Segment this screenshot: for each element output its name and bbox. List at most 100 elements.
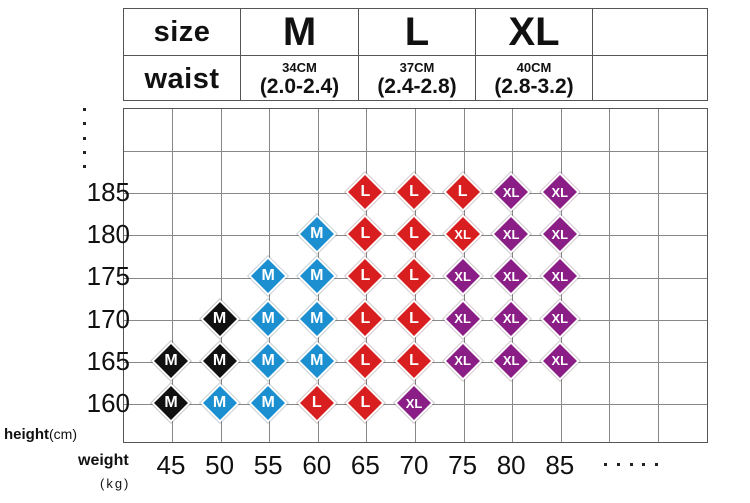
size-table: size waist M L XL 34CM (2.0-2.4) 37CM (2…: [123, 8, 708, 101]
size-marker-label: L: [360, 394, 371, 411]
size-marker-l: L: [344, 297, 387, 340]
size-marker-l: L: [295, 381, 339, 425]
size-marker-label: M: [261, 309, 275, 327]
size-marker-label: M: [310, 267, 324, 285]
waist-m-range: (2.0-2.4): [259, 75, 340, 98]
grid-hline: [124, 151, 707, 152]
size-marker-label: M: [261, 267, 275, 285]
size-marker-label: L: [360, 183, 371, 200]
size-marker-label: L: [457, 183, 468, 200]
height-continuation-dots: [80, 108, 88, 168]
weight-tick-label: 45: [156, 450, 186, 480]
grid-vline: [658, 109, 659, 442]
size-marker-xl: XL: [392, 381, 436, 425]
weight-tick-label: 80: [496, 450, 526, 480]
waist-row-label: waist: [144, 62, 220, 95]
waist-l-cell: 37CM (2.4-2.8): [359, 56, 475, 102]
waist-xl-cm: 40CM: [516, 60, 552, 75]
size-marker-label: L: [409, 351, 419, 369]
weight-tick-label: 55: [253, 450, 283, 480]
weight-tick-label: 65: [350, 450, 380, 480]
height-tick-label: 175: [86, 261, 130, 292]
size-marker-label: L: [409, 183, 419, 200]
size-xl-header: XL: [508, 9, 560, 54]
size-marker-xl: XL: [489, 255, 533, 298]
size-marker-l: L: [344, 381, 387, 425]
size-marker-label: L: [360, 309, 371, 327]
size-marker-m: M: [246, 255, 290, 298]
size-marker-xl: XL: [538, 170, 582, 214]
table-col-divider: [592, 9, 593, 100]
size-marker-xl: XL: [489, 212, 533, 256]
size-marker-label: XL: [551, 184, 569, 200]
size-marker-xl: XL: [441, 339, 484, 383]
size-marker-xl: XL: [441, 297, 484, 340]
size-marker-label: XL: [502, 184, 520, 200]
size-marker-l: L: [392, 212, 436, 256]
size-marker-m: M: [246, 297, 290, 340]
size-marker-xl: XL: [538, 255, 582, 298]
height-axis-label: height: [4, 426, 49, 443]
size-marker-label: L: [409, 225, 419, 243]
size-marker-label: XL: [502, 226, 520, 242]
size-marker-label: L: [360, 267, 371, 285]
size-marker-m: M: [149, 339, 193, 383]
height-axis-title: height(cm): [4, 426, 77, 443]
size-marker-xl: XL: [538, 297, 582, 340]
height-tick-label: 160: [86, 388, 130, 418]
grid-vline: [220, 109, 222, 442]
size-marker-m: M: [295, 255, 339, 298]
size-marker-label: XL: [454, 353, 471, 369]
size-marker-label: M: [310, 351, 324, 369]
height-tick-label: 185: [86, 177, 130, 207]
size-marker-l: L: [344, 170, 387, 214]
size-marker-xl: XL: [441, 255, 484, 298]
table-col-divider: [240, 9, 241, 100]
size-marker-label: XL: [454, 311, 471, 327]
size-marker-l: L: [441, 170, 484, 214]
size-marker-m: M: [246, 339, 290, 383]
size-marker-label: L: [360, 351, 371, 369]
size-marker-label: M: [261, 351, 275, 369]
size-marker-label: XL: [502, 311, 520, 327]
size-marker-label: L: [409, 267, 419, 285]
table-row-divider: [124, 55, 707, 56]
size-marker-m: M: [198, 339, 241, 383]
waist-xl-range: (2.8-3.2): [494, 75, 574, 98]
size-marker-label: XL: [405, 395, 423, 411]
size-marker-label: L: [409, 309, 419, 327]
size-marker-m: M: [198, 381, 241, 425]
size-marker-m: M: [198, 297, 241, 340]
size-marker-label: XL: [502, 268, 520, 284]
weight-continuation-dots: [604, 463, 658, 467]
size-marker-xl: XL: [538, 212, 582, 256]
size-marker-l: L: [392, 170, 436, 214]
weight-axis-label: weight: [78, 452, 129, 469]
table-col-divider: [358, 9, 359, 100]
size-marker-l: L: [344, 212, 387, 256]
weight-tick-label: 85: [545, 450, 575, 480]
size-l-header: L: [404, 9, 430, 54]
size-marker-l: L: [392, 297, 436, 340]
size-marker-label: XL: [551, 311, 569, 327]
size-marker-label: M: [310, 225, 324, 243]
size-marker-xl: XL: [489, 170, 533, 214]
height-axis-unit: (cm): [49, 426, 77, 442]
size-marker-label: M: [310, 309, 324, 327]
size-marker-label: L: [311, 394, 322, 411]
size-marker-m: M: [149, 381, 193, 425]
size-marker-m: M: [295, 212, 339, 256]
height-tick-label: 165: [86, 345, 130, 376]
table-col-divider: [475, 9, 476, 100]
size-marker-m: M: [295, 339, 339, 383]
size-m-header: M: [282, 9, 317, 54]
size-marker-label: XL: [454, 226, 471, 242]
weight-tick-label: 50: [205, 450, 235, 480]
weight-tick-label: 75: [448, 450, 478, 480]
height-tick-label: 180: [86, 219, 130, 250]
size-marker-l: L: [344, 339, 387, 383]
size-marker-m: M: [295, 297, 339, 340]
size-marker-label: L: [360, 225, 371, 243]
size-marker-xl: XL: [538, 339, 582, 383]
size-marker-label: M: [164, 351, 178, 369]
